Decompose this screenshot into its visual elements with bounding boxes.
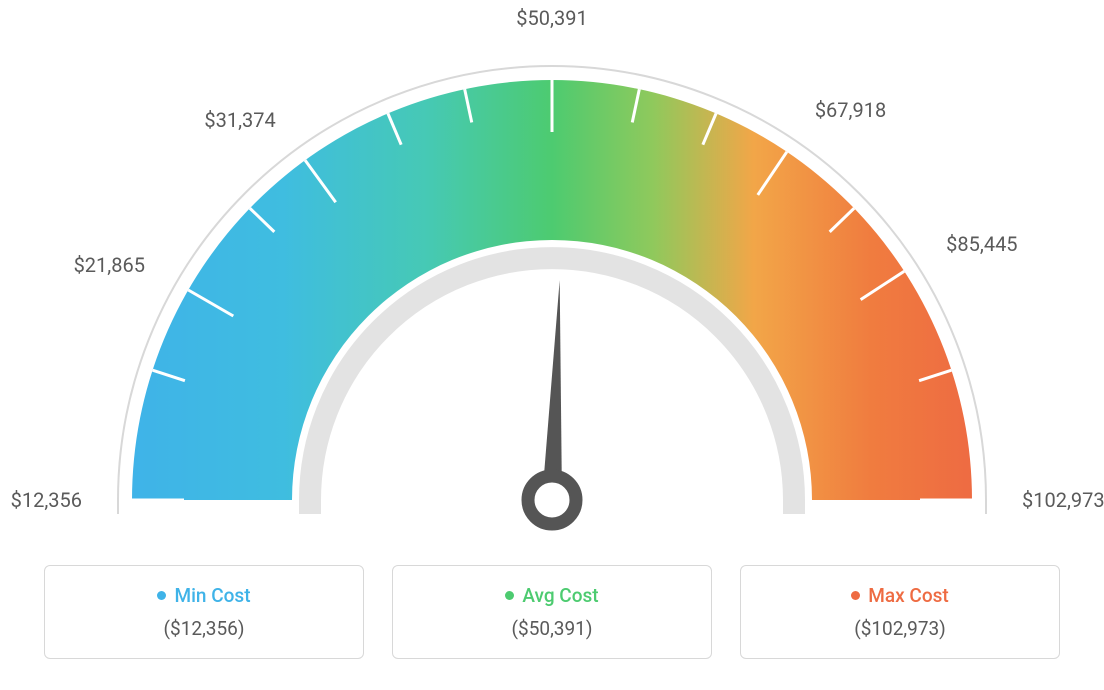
legend-value-min: ($12,356) xyxy=(45,617,363,640)
legend-dot-icon xyxy=(851,591,860,600)
legend-title-min: Min Cost xyxy=(157,584,250,607)
legend-title-label: Max Cost xyxy=(868,584,948,607)
legend-box-max: Max Cost ($102,973) xyxy=(740,565,1060,659)
gauge-container: $12,356 $21,865 $31,374 $50,391 $67,918 $85,4… xyxy=(0,0,1104,560)
legend-value-avg: ($50,391) xyxy=(393,617,711,640)
gauge-tick-label: $31,374 xyxy=(204,108,275,132)
gauge-tick-label: $102,973 xyxy=(1022,488,1104,512)
legend-title-label: Min Cost xyxy=(174,584,250,607)
legend-dot-icon xyxy=(157,591,166,600)
gauge-tick-label: $12,356 xyxy=(11,488,82,512)
legend-title-max: Max Cost xyxy=(851,584,948,607)
legend-value-max: ($102,973) xyxy=(741,617,1059,640)
gauge-chart xyxy=(0,0,1104,560)
gauge-tick-label: $85,445 xyxy=(946,232,1017,256)
gauge-tick-label: $67,918 xyxy=(815,98,886,122)
gauge-tick-label: $21,865 xyxy=(74,253,145,277)
legend-box-min: Min Cost ($12,356) xyxy=(44,565,364,659)
legend-title-label: Avg Cost xyxy=(522,584,598,607)
legend-title-avg: Avg Cost xyxy=(505,584,598,607)
legend-box-avg: Avg Cost ($50,391) xyxy=(392,565,712,659)
legend-dot-icon xyxy=(505,591,514,600)
gauge-tick-label: $50,391 xyxy=(516,6,587,30)
legend: Min Cost ($12,356) Avg Cost ($50,391) Ma… xyxy=(0,565,1104,659)
